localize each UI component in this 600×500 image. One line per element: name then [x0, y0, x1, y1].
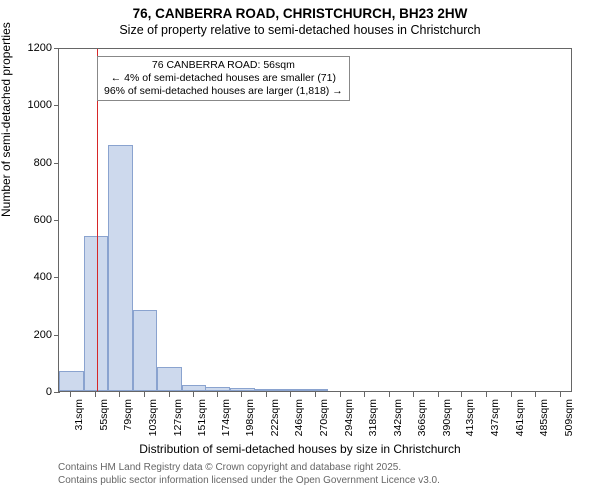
x-tick-label: 342sqm: [392, 399, 404, 436]
x-tick-mark: [560, 392, 561, 397]
x-tick-mark: [438, 392, 439, 397]
y-tick-label: 400: [34, 271, 52, 283]
x-tick-label: 437sqm: [489, 399, 501, 436]
y-ticks: 020040060080010001200: [0, 48, 56, 392]
histogram-bar: [230, 388, 255, 391]
histogram-bar: [182, 385, 207, 391]
x-tick-mark: [290, 392, 291, 397]
x-tick-mark: [364, 392, 365, 397]
info-line2: ← 4% of semi-detached houses are smaller…: [104, 72, 343, 85]
x-tick-mark: [95, 392, 96, 397]
x-tick-label: 55sqm: [98, 399, 110, 431]
info-line1: 76 CANBERRA ROAD: 56sqm: [104, 59, 343, 72]
y-tick-label: 1200: [28, 42, 52, 54]
histogram-bar: [157, 367, 182, 391]
x-tick-mark: [169, 392, 170, 397]
x-tick-mark: [413, 392, 414, 397]
y-tick-label: 600: [34, 214, 52, 226]
x-tick-mark: [144, 392, 145, 397]
title-main: 76, CANBERRA ROAD, CHRISTCHURCH, BH23 2H…: [0, 0, 600, 21]
x-tick-label: 174sqm: [220, 399, 232, 436]
x-tick-label: 127sqm: [172, 399, 184, 436]
info-box: 76 CANBERRA ROAD: 56sqm ← 4% of semi-det…: [97, 56, 350, 101]
x-axis-label: Distribution of semi-detached houses by …: [0, 442, 600, 456]
x-tick-mark: [315, 392, 316, 397]
x-tick-mark: [70, 392, 71, 397]
x-tick-label: 222sqm: [269, 399, 281, 436]
x-tick-label: 485sqm: [538, 399, 550, 436]
x-tick-mark: [266, 392, 267, 397]
x-tick-label: 151sqm: [196, 399, 208, 436]
histogram-bar: [205, 387, 230, 391]
histogram-bar: [279, 389, 304, 391]
footer: Contains HM Land Registry data © Crown c…: [58, 462, 440, 487]
title-sub: Size of property relative to semi-detach…: [0, 23, 600, 37]
x-tick-label: 103sqm: [147, 399, 159, 436]
x-tick-label: 318sqm: [367, 399, 379, 436]
x-tick-label: 413sqm: [464, 399, 476, 436]
x-tick-mark: [340, 392, 341, 397]
histogram-bar: [133, 310, 158, 391]
x-tick-label: 198sqm: [244, 399, 256, 436]
x-tick-label: 294sqm: [343, 399, 355, 436]
y-tick-label: 1000: [28, 99, 52, 111]
chart-container: 76, CANBERRA ROAD, CHRISTCHURCH, BH23 2H…: [0, 0, 600, 500]
footer-line2: Contains public sector information licen…: [58, 475, 440, 488]
x-tick-label: 366sqm: [416, 399, 428, 436]
histogram-bar: [84, 236, 109, 391]
histogram-bar: [304, 389, 329, 391]
histogram-bar: [108, 145, 133, 391]
x-tick-mark: [511, 392, 512, 397]
y-tick-mark: [54, 392, 60, 393]
x-tick-label: 509sqm: [563, 399, 575, 436]
x-tick-label: 79sqm: [122, 399, 134, 431]
histogram-bar: [59, 371, 84, 391]
x-tick-label: 31sqm: [73, 399, 85, 431]
y-tick-label: 0: [46, 386, 52, 398]
x-tick-label: 390sqm: [441, 399, 453, 436]
x-tick-label: 461sqm: [514, 399, 526, 436]
plot-area: 76 CANBERRA ROAD: 56sqm ← 4% of semi-det…: [58, 48, 572, 392]
x-tick-mark: [217, 392, 218, 397]
x-tick-mark: [193, 392, 194, 397]
x-tick-label: 246sqm: [293, 399, 305, 436]
x-tick-mark: [119, 392, 120, 397]
x-tick-mark: [389, 392, 390, 397]
x-tick-mark: [241, 392, 242, 397]
y-tick-label: 800: [34, 157, 52, 169]
histogram-bar: [255, 389, 280, 391]
info-line3: 96% of semi-detached houses are larger (…: [104, 85, 343, 98]
x-tick-mark: [535, 392, 536, 397]
x-tick-label: 270sqm: [318, 399, 330, 436]
y-tick-label: 200: [34, 329, 52, 341]
x-tick-mark: [461, 392, 462, 397]
footer-line1: Contains HM Land Registry data © Crown c…: [58, 462, 440, 475]
x-tick-mark: [486, 392, 487, 397]
